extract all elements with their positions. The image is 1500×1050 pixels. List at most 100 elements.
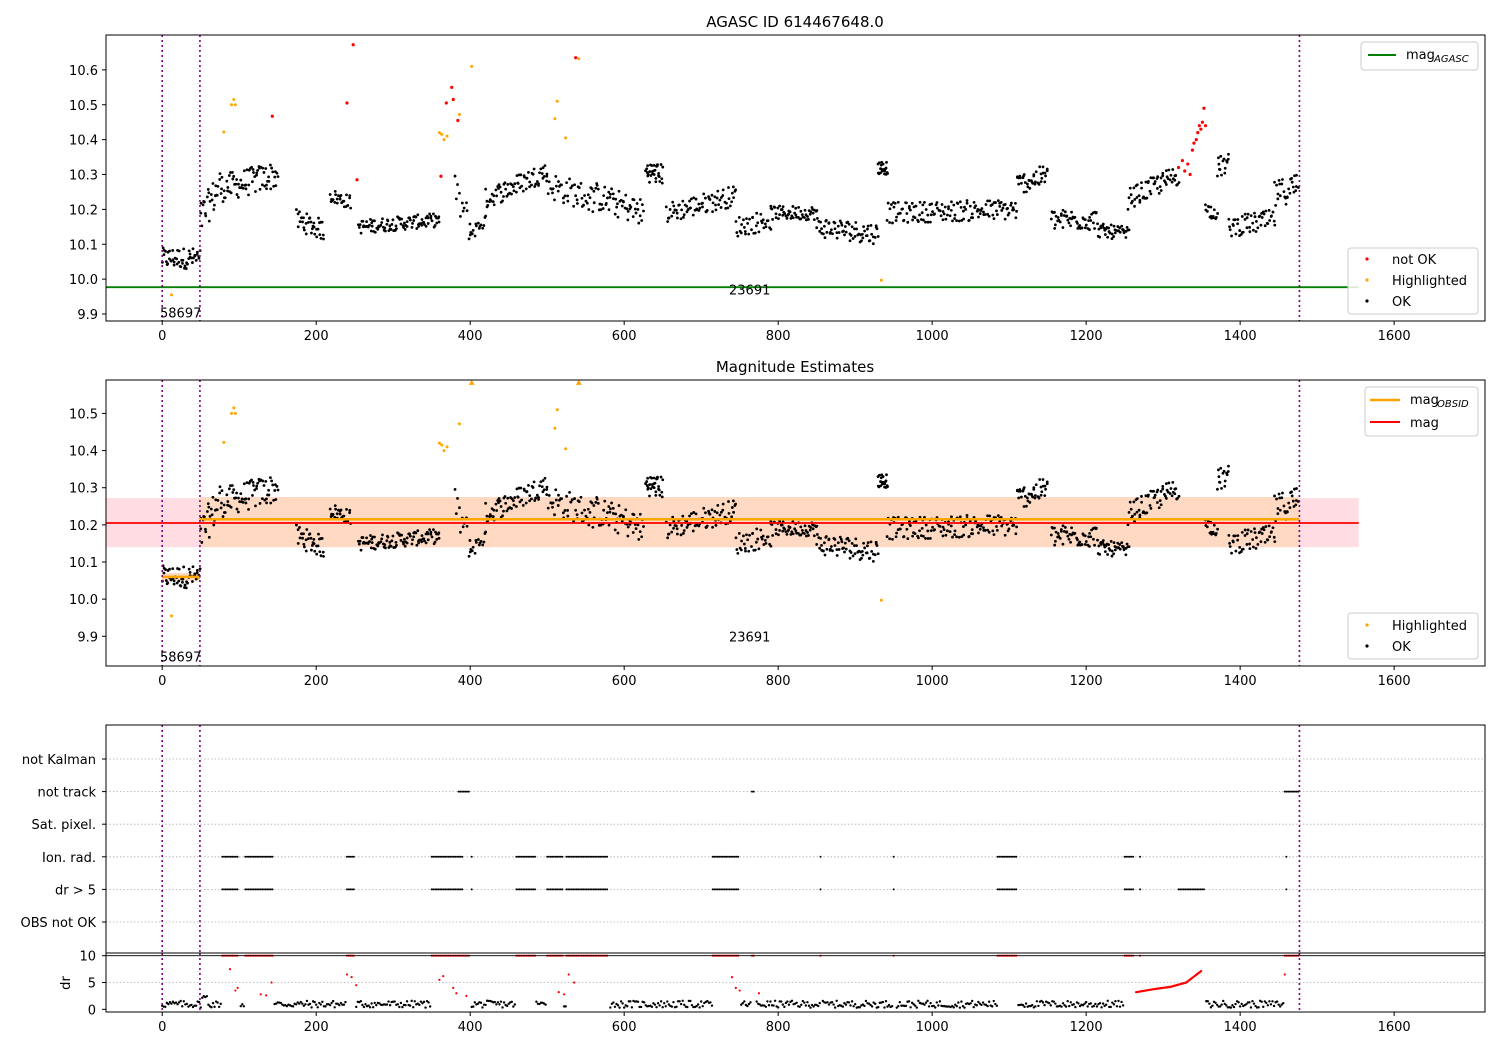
p4-dr-point [388, 1004, 392, 1007]
p1-ok-point [1216, 174, 1219, 178]
p1-ok-point [214, 184, 218, 188]
p1-ok-point [697, 209, 701, 212]
p1-ok-point [1014, 201, 1017, 205]
p3-flag-point [1283, 790, 1286, 793]
p1-ok-point [734, 188, 738, 192]
p1-ok-point [616, 202, 619, 206]
p2-ok-point [1272, 535, 1276, 539]
p2-ok-point [184, 586, 188, 590]
p3-flag-point [892, 888, 895, 891]
p1-ok-point [778, 213, 781, 217]
p2-ok-point [1223, 484, 1227, 488]
p1-ok-point [333, 201, 337, 204]
p4-dr-point [1238, 1005, 1242, 1008]
p1-ok-point [924, 220, 927, 224]
p1-ok-point [565, 181, 568, 184]
p3-flag-point [437, 888, 440, 891]
p4-dr-point [1121, 1004, 1125, 1007]
p2-ok-point [241, 500, 245, 504]
p2-ok-point [179, 584, 183, 588]
p4-dr-point [1234, 1002, 1237, 1006]
p4-dr-point [622, 1006, 626, 1009]
p1-ok-point [258, 187, 262, 191]
p2-ok-point [1218, 480, 1222, 484]
p1-ok-point [888, 207, 892, 211]
p1-ok-point [561, 196, 565, 200]
p3-flag-point [1202, 888, 1205, 891]
p2-ok-point [520, 498, 524, 502]
p2-ok-point [335, 512, 339, 516]
p2-ok-point [162, 571, 166, 575]
p1-ok-point [172, 260, 176, 264]
p1-ok-point [599, 208, 603, 212]
p1-ok-point [530, 183, 533, 187]
p1-ok-point [992, 217, 996, 220]
p2-ok-point [361, 536, 365, 539]
p1-ok-point [491, 200, 495, 204]
p2-ok-point [590, 501, 594, 505]
p2-xtick-label-5: 1000 [916, 674, 949, 689]
p3-flag-point [1139, 855, 1142, 858]
p4-dr-point [1272, 1004, 1276, 1008]
p3-flag-point [1295, 790, 1298, 793]
p2-ok-point [358, 539, 362, 543]
p1-ok-point [602, 194, 606, 198]
p1-ok-point [502, 195, 505, 198]
p1-not-ok-point [270, 114, 274, 118]
p4-dr-point [864, 999, 868, 1003]
p1-ok-point [928, 220, 932, 224]
p1-ok-point [1022, 173, 1026, 176]
p4-dr-point [499, 1000, 503, 1003]
p1-ok-point [584, 199, 588, 203]
p2-ok-point [1089, 535, 1093, 539]
p1-ok-point [818, 229, 822, 233]
p1-ok-point [411, 221, 414, 225]
p2-ok-point [424, 541, 428, 545]
p1-ok-point [646, 164, 649, 168]
p1-ok-point [1003, 217, 1007, 221]
p1-ok-point [405, 220, 409, 224]
p4-dr-point [1208, 1002, 1211, 1005]
p4-dr-point [795, 1001, 798, 1004]
p4-dr-point [1072, 1003, 1076, 1006]
p4-dr-point [853, 1003, 857, 1006]
p1-ok-point [1246, 212, 1250, 216]
p4-dr-point [398, 1005, 401, 1009]
p2-ok-point [674, 524, 678, 528]
p2-ok-point [1088, 531, 1092, 535]
p1-ok-point [562, 201, 566, 205]
p1-ok-point [1177, 181, 1181, 184]
p1-ok-point [740, 223, 743, 226]
p1-ok-point [745, 217, 748, 221]
p2-ok-point [1174, 487, 1178, 491]
p2-ok-point [540, 485, 544, 489]
p3-flag-point [1008, 855, 1011, 858]
p2-legend-ok-marker [1365, 644, 1369, 648]
p1-ok-point [953, 217, 956, 220]
p1-ok-point [853, 235, 857, 238]
p2-ok-point [214, 498, 218, 502]
p4-dr-point [1115, 1005, 1119, 1008]
p1-ok-point [437, 215, 441, 219]
p3-flag-point [264, 888, 267, 891]
p1-ok-point [652, 173, 656, 176]
p2-ok-point [1103, 550, 1107, 554]
p1-ok-point [742, 226, 746, 229]
p2-ok-point [803, 524, 807, 528]
p2-ok-point [853, 552, 857, 556]
p1-ok-point [521, 189, 525, 193]
p2-ok-point [265, 497, 268, 501]
p2-ok-point [794, 529, 798, 533]
p2-ok-point [385, 539, 389, 543]
p1-ok-point [636, 208, 640, 211]
p3-flag-point [732, 855, 735, 858]
p2-ok-point [187, 567, 191, 571]
p2-ok-point [1087, 535, 1091, 539]
p1-ok-point [1066, 218, 1070, 222]
p1-ok-point [866, 224, 870, 228]
p1-ok-point [386, 219, 390, 223]
p4-dr-point [285, 1004, 289, 1008]
p1-ok-point [956, 202, 960, 205]
p1-ok-point [531, 172, 535, 176]
p2-ok-point [1033, 494, 1037, 497]
